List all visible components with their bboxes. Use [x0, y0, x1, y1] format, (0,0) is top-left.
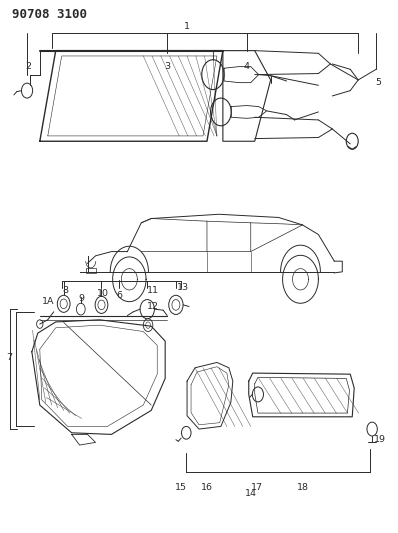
Text: 7: 7 — [6, 353, 12, 361]
Text: 1: 1 — [184, 22, 190, 31]
Text: 12: 12 — [147, 302, 159, 311]
Text: 15: 15 — [175, 483, 187, 492]
Text: 10: 10 — [97, 289, 109, 297]
Text: 14: 14 — [245, 489, 257, 497]
Text: 4: 4 — [244, 62, 250, 71]
Text: 1A: 1A — [41, 297, 54, 305]
Text: 90708 3100: 90708 3100 — [12, 8, 87, 21]
Text: 6: 6 — [116, 292, 123, 300]
Text: 8: 8 — [62, 286, 69, 295]
Bar — [86, 268, 96, 273]
Text: 2: 2 — [25, 62, 31, 71]
Text: 17: 17 — [251, 483, 263, 492]
Text: 13: 13 — [177, 284, 189, 292]
Text: 3: 3 — [164, 62, 170, 71]
Text: 5: 5 — [375, 78, 381, 87]
Text: 16: 16 — [201, 483, 213, 492]
Text: 11: 11 — [147, 286, 159, 295]
Text: 19: 19 — [374, 435, 386, 444]
Text: 18: 18 — [297, 483, 308, 492]
Text: 9: 9 — [78, 294, 85, 303]
